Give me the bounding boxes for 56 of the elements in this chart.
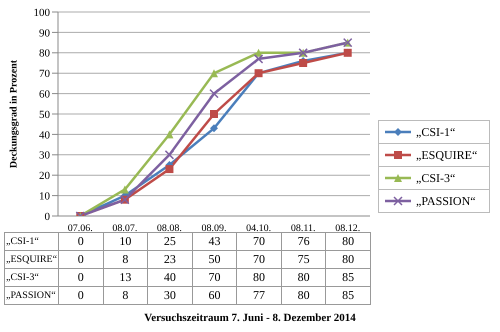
data-label: 60 (192, 286, 237, 304)
data-label: 0 (58, 268, 104, 286)
data-label: 8 (103, 250, 148, 268)
data-label: 85 (326, 286, 370, 304)
legend-label: „CSI-1“ (416, 124, 456, 140)
data-label: 23 (148, 250, 192, 268)
data-label: 85 (326, 268, 370, 286)
text: „CSI-1“ (6, 236, 39, 247)
text: „CSI-3“ (6, 272, 39, 283)
legend-label: „CSI-3“ (416, 170, 456, 186)
text: Versuchszeitraum 7. Juni - 8. Dezember 2014 (143, 312, 357, 324)
data-label: 0 (58, 250, 104, 268)
data-label: 80 (326, 232, 370, 250)
data-label: 70 (236, 232, 282, 250)
data-label: 80 (281, 268, 326, 286)
data-label: 8 (103, 286, 148, 304)
y-tick-label: 20 (39, 170, 50, 182)
data-label: 75 (281, 250, 326, 268)
data-label: 25 (148, 232, 192, 250)
data-label: 77 (236, 286, 282, 304)
y-tick-label: 10 (39, 190, 50, 203)
y-tick-label: 40 (39, 129, 50, 142)
x-tick-label: 08.12. (335, 223, 360, 234)
data-label: 70 (192, 268, 237, 286)
y-tick-label: 50 (39, 108, 50, 121)
x-tick-label: 08.08. (156, 223, 182, 234)
y-tick-label: 80 (39, 48, 50, 60)
legend-label: „PASSION“ (416, 194, 476, 208)
x-tick-label: 04.10. (246, 223, 272, 234)
data-label: 76 (281, 232, 326, 250)
data-label: 80 (326, 250, 370, 268)
data-label: 0 (58, 286, 104, 304)
y-tick-label: 70 (39, 68, 50, 80)
data-label: 80 (281, 286, 326, 304)
data-label: 13 (103, 268, 148, 286)
data-label: 50 (192, 250, 237, 268)
data-label: 70 (236, 250, 282, 268)
x-tick-label: 07.06. (68, 223, 93, 234)
x-tick-label: 08.07. (112, 223, 138, 234)
y-tick-label: 90 (39, 27, 50, 40)
y-tick-label: 0 (44, 210, 50, 223)
y-tick-label: 100 (34, 6, 50, 19)
data-label: 80 (236, 268, 282, 286)
y-tick-label: 30 (39, 150, 50, 162)
x-tick-label: 08.09. (202, 223, 226, 234)
text: „ESQUIRE“ (6, 254, 58, 265)
y-axis-title: Deckungsgrad in Prozent (8, 59, 20, 168)
data-label: 30 (148, 286, 192, 304)
y-tick-label: 60 (39, 88, 50, 101)
legend-label: „ESQUIRE“ (416, 148, 478, 162)
data-label: 10 (103, 232, 148, 250)
data-label: 40 (148, 268, 192, 286)
data-label: 43 (192, 232, 237, 250)
x-tick-label: 08.11. (290, 223, 316, 234)
text: „PASSION“ (6, 290, 56, 301)
data-label: 0 (58, 232, 104, 250)
